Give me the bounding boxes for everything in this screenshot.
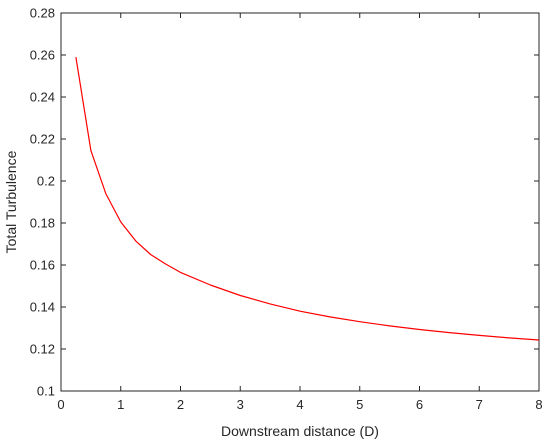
y-tick-label: 0.24 xyxy=(30,90,55,105)
x-tick-label: 3 xyxy=(237,397,244,412)
x-tick-label: 6 xyxy=(416,397,423,412)
y-tick-label: 0.18 xyxy=(30,216,55,231)
x-tick-label: 2 xyxy=(177,397,184,412)
y-tick-label: 0.12 xyxy=(30,342,55,357)
y-tick-label: 0.1 xyxy=(37,384,55,399)
series-layer xyxy=(75,57,540,341)
y-tick-label: 0.28 xyxy=(30,6,55,21)
x-tick-label: 5 xyxy=(356,397,363,412)
series-line xyxy=(75,57,540,341)
y-axis-ticks: 0.1 0.12 0.14 0.16 0.18 0.2 0.22 0.24 0.26 0.28 xyxy=(30,6,539,399)
x-tick-label: 8 xyxy=(535,397,542,412)
y-tick-label: 0.22 xyxy=(30,132,55,147)
y-tick-label: 0.16 xyxy=(30,258,55,273)
x-tick-label: 4 xyxy=(296,397,303,412)
x-tick-label: 0 xyxy=(57,397,64,412)
x-axis-ticks: 0 1 2 3 4 5 6 7 8 xyxy=(57,13,543,412)
y-axis-label: Total Turbulence xyxy=(3,150,19,253)
y-tick-label: 0.2 xyxy=(37,174,55,189)
y-tick-label: 0.14 xyxy=(30,300,55,315)
x-axis-label: Downstream distance (D) xyxy=(221,423,379,439)
y-tick-label: 0.26 xyxy=(30,48,55,63)
x-tick-label: 7 xyxy=(476,397,483,412)
x-tick-label: 1 xyxy=(117,397,124,412)
